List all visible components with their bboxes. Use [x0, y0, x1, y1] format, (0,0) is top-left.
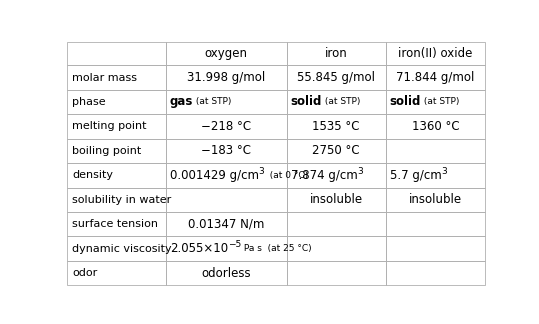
- Bar: [386, 42, 485, 65]
- Bar: [165, 90, 287, 114]
- Bar: [287, 237, 386, 261]
- Text: dynamic viscosity: dynamic viscosity: [72, 244, 172, 254]
- Text: 1360 °C: 1360 °C: [412, 120, 459, 133]
- Bar: [67, 42, 165, 65]
- Bar: [165, 42, 287, 65]
- Bar: [165, 188, 287, 212]
- Bar: [386, 139, 485, 163]
- Bar: [386, 212, 485, 237]
- Bar: [165, 114, 287, 139]
- Text: 0.01347 N/m: 0.01347 N/m: [188, 218, 264, 231]
- Bar: [386, 237, 485, 261]
- Bar: [165, 237, 287, 261]
- Text: 3: 3: [441, 167, 447, 176]
- Text: gas: gas: [170, 96, 193, 109]
- Bar: [287, 42, 386, 65]
- Bar: [67, 237, 165, 261]
- Bar: [287, 261, 386, 285]
- Text: 31.998 g/mol: 31.998 g/mol: [187, 71, 265, 84]
- Text: iron(II) oxide: iron(II) oxide: [398, 47, 473, 60]
- Text: solid: solid: [390, 96, 421, 109]
- Text: boiling point: boiling point: [72, 146, 142, 156]
- Text: surface tension: surface tension: [72, 219, 158, 229]
- Bar: [67, 139, 165, 163]
- Text: −5: −5: [228, 240, 241, 249]
- Text: phase: phase: [72, 97, 106, 107]
- Bar: [67, 188, 165, 212]
- Bar: [287, 65, 386, 90]
- Bar: [67, 65, 165, 90]
- Bar: [287, 163, 386, 188]
- Text: 0.001429 g/cm: 0.001429 g/cm: [170, 169, 259, 182]
- Bar: [165, 212, 287, 237]
- Bar: [165, 261, 287, 285]
- Bar: [165, 139, 287, 163]
- Text: molar mass: molar mass: [72, 73, 137, 83]
- Text: 3: 3: [259, 167, 265, 176]
- Text: −218 °C: −218 °C: [201, 120, 251, 133]
- Text: solid: solid: [291, 96, 322, 109]
- Bar: [386, 163, 485, 188]
- Text: (at STP): (at STP): [193, 98, 231, 107]
- Bar: [287, 114, 386, 139]
- Text: oxygen: oxygen: [205, 47, 247, 60]
- Bar: [67, 163, 165, 188]
- Bar: [67, 114, 165, 139]
- Bar: [287, 212, 386, 237]
- Text: 5.7 g/cm: 5.7 g/cm: [390, 169, 441, 182]
- Bar: [386, 90, 485, 114]
- Text: 71.844 g/mol: 71.844 g/mol: [396, 71, 474, 84]
- Text: odor: odor: [72, 268, 98, 278]
- Text: 7.874 g/cm: 7.874 g/cm: [291, 169, 357, 182]
- Bar: [67, 90, 165, 114]
- Text: Pa s  (at 25 °C): Pa s (at 25 °C): [241, 244, 312, 253]
- Text: (at STP): (at STP): [322, 98, 361, 107]
- Bar: [287, 188, 386, 212]
- Text: 55.845 g/mol: 55.845 g/mol: [297, 71, 375, 84]
- Text: 3: 3: [357, 167, 363, 176]
- Bar: [386, 188, 485, 212]
- Bar: [386, 114, 485, 139]
- Text: (at 0 °C): (at 0 °C): [265, 171, 309, 180]
- Bar: [287, 139, 386, 163]
- Text: iron: iron: [325, 47, 348, 60]
- Text: density: density: [72, 170, 113, 180]
- Bar: [67, 212, 165, 237]
- Bar: [386, 65, 485, 90]
- Text: 2750 °C: 2750 °C: [313, 145, 360, 157]
- Bar: [386, 261, 485, 285]
- Text: insoluble: insoluble: [309, 193, 363, 206]
- Text: 1535 °C: 1535 °C: [313, 120, 360, 133]
- Text: insoluble: insoluble: [409, 193, 462, 206]
- Bar: [165, 163, 287, 188]
- Text: 2.055×10: 2.055×10: [170, 242, 228, 255]
- Text: (at STP): (at STP): [421, 98, 460, 107]
- Text: melting point: melting point: [72, 122, 147, 132]
- Bar: [165, 65, 287, 90]
- Bar: [67, 261, 165, 285]
- Bar: [287, 90, 386, 114]
- Text: −183 °C: −183 °C: [201, 145, 251, 157]
- Text: solubility in water: solubility in water: [72, 195, 171, 205]
- Text: odorless: odorless: [201, 267, 251, 280]
